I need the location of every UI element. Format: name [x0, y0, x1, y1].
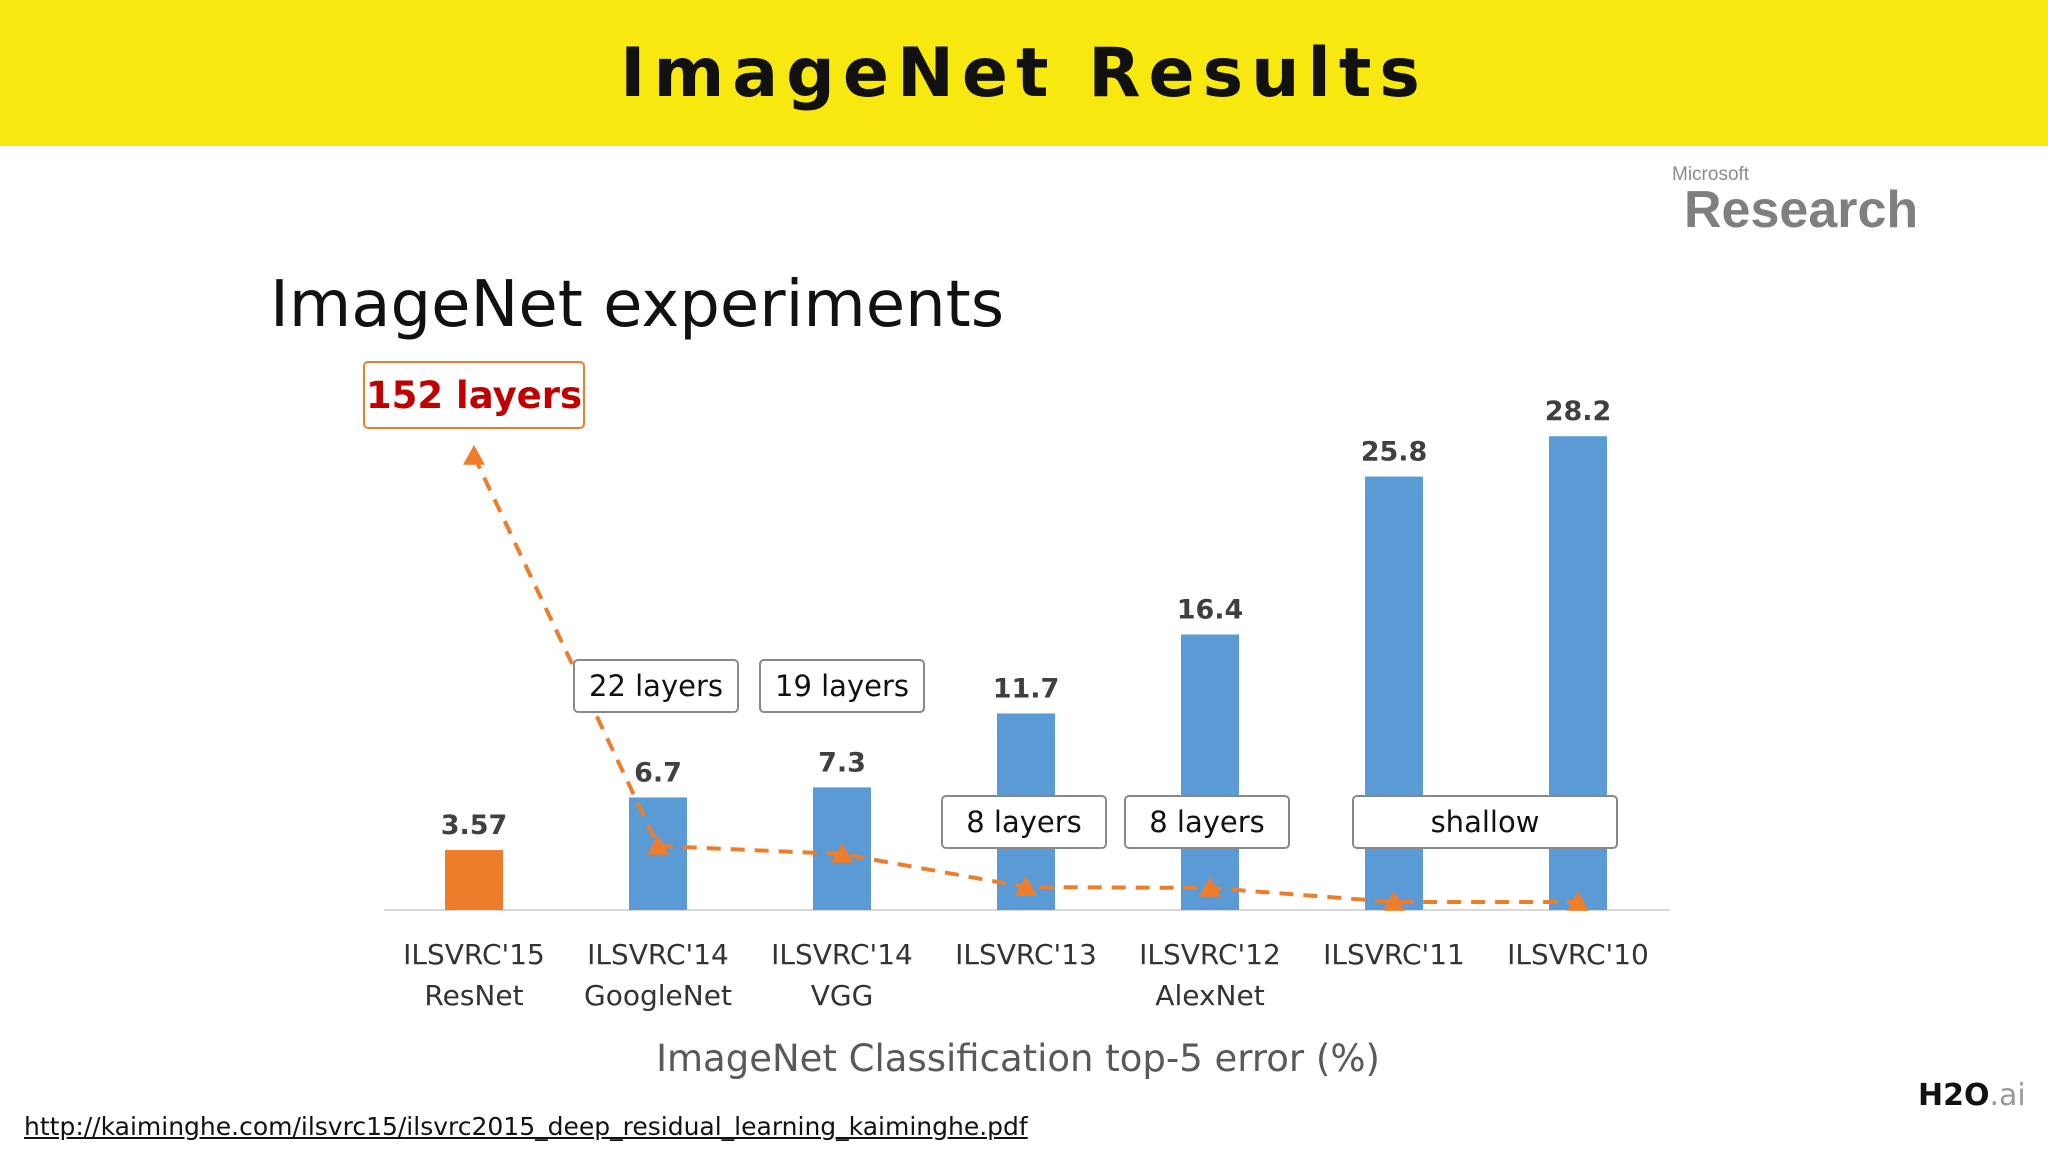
trend-marker-1 — [647, 835, 669, 855]
title-banner: ImageNet Results — [0, 0, 2048, 146]
depth-label-4: 8 layers — [1149, 805, 1265, 839]
x-tick-sublabel-2: VGG — [811, 979, 874, 1012]
x-tick-label-4: ILSVRC'12 — [1139, 938, 1281, 971]
trend-marker-4 — [1199, 877, 1221, 897]
trend-marker-5 — [1383, 891, 1405, 911]
depth-label-3: 8 layers — [966, 805, 1082, 839]
slide-title: ImageNet Results — [620, 33, 1428, 113]
depth-box-1 — [573, 659, 739, 713]
trend-marker-2 — [831, 843, 853, 863]
bar-chart: ImageNet experiments 3.57 ILSVRC'15 ResNet 6… — [270, 268, 1670, 1080]
x-tick-label-6: ILSVRC'10 — [1507, 938, 1649, 971]
value-label-6: 28.2 — [1545, 396, 1612, 427]
chart-title: ImageNet experiments — [270, 268, 1004, 342]
depth-label-1: 22 layers — [589, 669, 723, 703]
depth-box-4 — [1124, 795, 1290, 849]
depth-label-5: shallow — [1431, 805, 1540, 839]
bar-4 — [1181, 634, 1239, 910]
value-label-0: 3.57 — [441, 810, 508, 841]
x-tick-sublabel-0: ResNet — [424, 979, 523, 1012]
value-label-4: 16.4 — [1177, 594, 1244, 625]
depth-label-0: 152 layers — [366, 374, 582, 417]
x-tick-label-2: ILSVRC'14 — [771, 938, 913, 971]
microsoft-research-logo: Microsoft Research — [1670, 160, 1920, 240]
x-tick-label-0: ILSVRC'15 — [403, 938, 545, 971]
trend-marker-0 — [463, 445, 485, 465]
source-link[interactable]: http://kaiminghe.com/ilsvrc15/ilsvrc2015… — [24, 1112, 1028, 1141]
trend-marker-3 — [1015, 876, 1037, 896]
h2o-logo-suffix: .ai — [1989, 1078, 2026, 1113]
value-label-1: 6.7 — [634, 757, 682, 788]
x-tick-sublabel-1: GoogleNet — [584, 979, 732, 1012]
x-tick-sublabel-4: AlexNet — [1155, 979, 1264, 1012]
logo-research-text: Research — [1684, 181, 1919, 239]
chart-area: ImageNet experiments 3.57 ILSVRC'15 ResNet 6… — [0, 146, 2048, 1106]
value-label-2: 7.3 — [818, 747, 866, 778]
x-axis-label: ImageNet Classification top-5 error (%) — [656, 1037, 1380, 1080]
depth-label-2: 19 layers — [775, 669, 909, 703]
x-tick-label-1: ILSVRC'14 — [587, 938, 729, 971]
depth-box-3 — [941, 795, 1107, 849]
trend-marker-6 — [1567, 891, 1589, 911]
h2o-logo-text: H2O — [1918, 1078, 1990, 1113]
h2o-logo: H2O.ai — [1918, 1078, 2026, 1113]
value-label-3: 11.7 — [993, 673, 1060, 704]
depth-box-5 — [1352, 795, 1618, 849]
bar-0 — [445, 850, 503, 910]
logo-microsoft-text: Microsoft — [1672, 164, 1750, 185]
depth-box-2 — [759, 659, 925, 713]
x-tick-label-5: ILSVRC'11 — [1323, 938, 1465, 971]
x-tick-label-3: ILSVRC'13 — [955, 938, 1097, 971]
depth-box-0 — [363, 361, 585, 429]
value-label-5: 25.8 — [1361, 437, 1428, 468]
